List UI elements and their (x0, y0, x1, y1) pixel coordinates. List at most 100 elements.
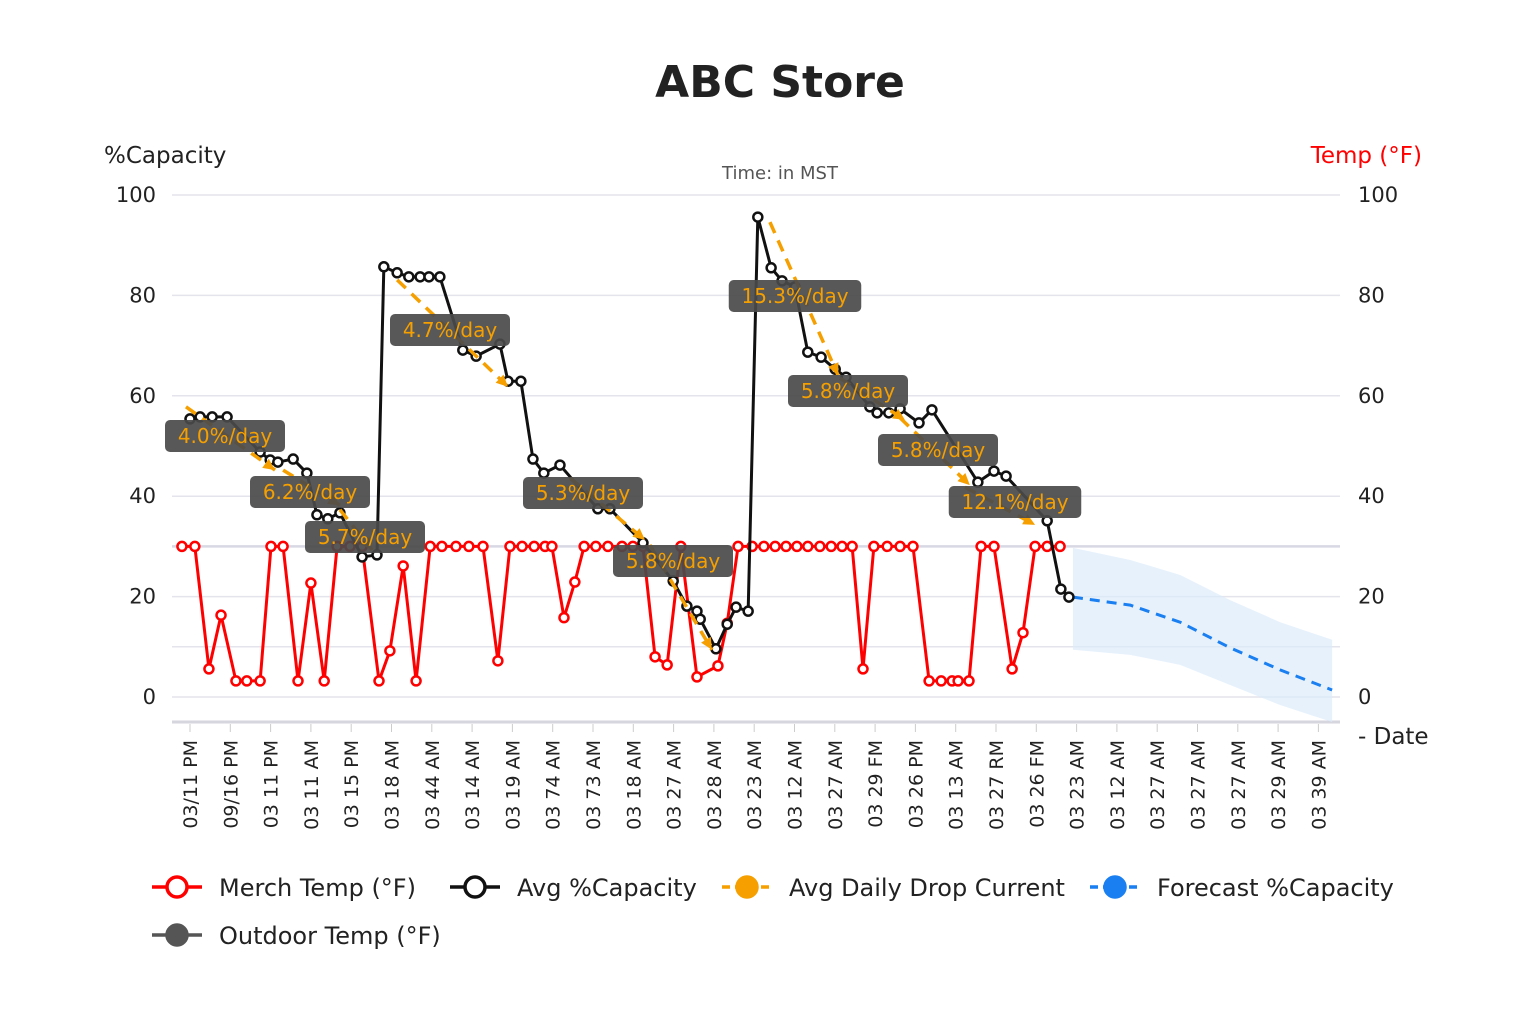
avg-capacity-point (311, 509, 323, 521)
merch-temp-point (397, 560, 409, 572)
merch-temp-point (241, 675, 253, 687)
merch-temp-point (602, 540, 614, 553)
legend-label: Merch Temp (°F) (219, 874, 416, 902)
merch-temp-point (758, 540, 770, 553)
merch-temp-point (780, 540, 792, 553)
drop-arrowhead (632, 528, 645, 540)
merch-temp-point (546, 540, 558, 553)
x-tick-label: 03 27 AM (664, 740, 686, 830)
right-tick-label: 100 (1358, 183, 1398, 207)
legend: Merch Temp (°F) Avg %Capacity Avg Daily Dr… (152, 874, 1394, 950)
merch-temp-point (952, 675, 964, 687)
x-tick-label: 03 28 AM (704, 740, 726, 830)
legend-item: Avg Daily Drop Current (722, 874, 1065, 902)
chart-title: ABC Store (655, 57, 905, 108)
left-tick-label: 0 (143, 685, 156, 709)
merch-temp-point (516, 540, 528, 553)
merch-temp-point (868, 540, 880, 553)
drop-arrowhead (828, 362, 839, 376)
merch-temp-point (528, 540, 540, 553)
x-tick-label: 09/16 PM (220, 740, 242, 829)
avg-capacity-point (356, 551, 368, 563)
drop-rate-label: 5.3%/day (536, 481, 631, 505)
x-tick-label: 03 12 AM (785, 740, 807, 830)
merch-temp-point (265, 540, 277, 553)
merch-temp-point (189, 540, 201, 553)
legend-marker-icon (165, 875, 189, 899)
x-tick-label: 03 73 AM (583, 740, 605, 830)
forecast-line (1072, 595, 1333, 692)
x-tick-label: 03 44 AM (422, 740, 444, 830)
x-tick-label: 03 27 RM (986, 740, 1008, 830)
avg-capacity-point (287, 453, 299, 465)
x-tick-label: 03 39 AM (1308, 740, 1330, 830)
merch-temp-point (791, 540, 803, 553)
merch-temp-point (769, 540, 781, 553)
merch-temp-point (1017, 626, 1029, 639)
merch-temp-point (649, 651, 661, 663)
right-tick-label: 40 (1358, 484, 1385, 508)
merch-temp-point (569, 576, 581, 588)
avg-capacity-point (802, 346, 814, 358)
legend-marker-icon (165, 923, 189, 947)
drop-rate-label: 5.7%/day (318, 525, 413, 549)
avg-daily-drop-segment (568, 476, 647, 542)
drop-rate-label-box (523, 477, 643, 509)
merch-temp-point (935, 675, 947, 687)
merch-temp-point (292, 675, 304, 687)
drop-arrowhead (495, 374, 508, 387)
x-tick-label: 03 29 FM (865, 740, 887, 828)
merch-temp-point (492, 655, 504, 667)
legend-label: Forecast %Capacity (1157, 874, 1394, 902)
avg-capacity-point (988, 465, 1000, 477)
merch-temp-point (691, 671, 703, 683)
merch-temp-point (881, 540, 893, 553)
drop-rate-label-box (728, 280, 862, 312)
avg-daily-drop-segment (839, 376, 906, 422)
merch-temp-point (373, 675, 385, 687)
x-tick-label: 03 27 AM (825, 740, 847, 830)
avg-daily-drop-segment (282, 468, 341, 507)
merch-temp-point (814, 540, 826, 553)
right-tick-label: 80 (1358, 283, 1385, 307)
legend-item: Merch Temp (°F) (152, 874, 416, 902)
drop-rate-label-box (250, 476, 370, 508)
merch-temp-point (215, 609, 227, 621)
left-tick-label: 100 (116, 183, 156, 207)
merch-temp-point (732, 540, 744, 553)
x-tick-label: 03 18 AM (382, 740, 404, 830)
drop-rate-label: 4.0%/day (178, 424, 273, 448)
merch-temp-point (318, 675, 330, 687)
avg-capacity-point (926, 404, 938, 416)
avg-capacity-point (434, 271, 446, 283)
plot-area: 4.0%/day 6.2%/day 5.7%/day 4.7%/day 5.3%/day… (165, 211, 1333, 722)
merch-temp-point (1054, 540, 1066, 553)
drop-rate-label: 6.2%/day (263, 480, 358, 504)
merch-temp-point (463, 540, 475, 553)
merch-temp-point (450, 540, 462, 553)
legend-item: Forecast %Capacity (1090, 874, 1394, 902)
left-tick-label: 20 (129, 585, 156, 609)
avg-capacity-point (378, 261, 390, 273)
merch-temp-point (436, 540, 448, 553)
merch-temp-point (410, 675, 422, 687)
avg-capacity-point (752, 211, 764, 223)
drop-arrowhead (957, 472, 970, 486)
avg-capacity-point (815, 351, 827, 363)
x-tick-label: 03 18 AM (623, 740, 645, 830)
x-tick-label: 03 27 AM (1228, 740, 1250, 830)
y-axis-ticks: 0 20 40 60 80 100 0 20 40 60 80 100 (116, 183, 1398, 709)
merch-temp-point (857, 663, 869, 675)
avg-daily-drop-segment (184, 405, 277, 472)
merch-temp-point (424, 540, 436, 553)
drop-rate-label: 5.8%/day (626, 549, 721, 573)
merch-temp-point (203, 663, 215, 675)
merch-temp-point (254, 675, 266, 687)
avg-capacity-point (742, 605, 754, 617)
drop-rate-label-box (305, 521, 425, 553)
merch-temp-point (836, 540, 848, 553)
avg-capacity-point (527, 453, 539, 465)
merch-temp-point (590, 540, 602, 553)
legend-label: Avg Daily Drop Current (789, 874, 1065, 902)
avg-capacity-point (871, 407, 883, 419)
